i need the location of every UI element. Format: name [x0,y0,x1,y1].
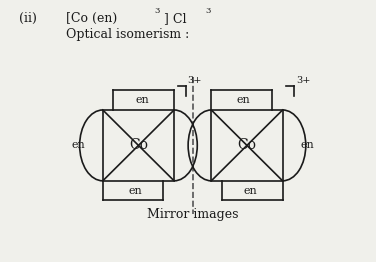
Text: Mirror images: Mirror images [147,208,238,221]
Text: 3: 3 [205,7,210,15]
Text: 3: 3 [154,7,159,15]
Text: Co: Co [238,138,256,152]
Text: [Co (en): [Co (en) [66,12,117,25]
Text: ] Cl: ] Cl [164,12,186,25]
Text: en: en [128,185,142,195]
Text: 3+: 3+ [187,76,202,85]
Text: en: en [237,95,250,105]
Text: en: en [300,140,314,150]
Text: 3+: 3+ [296,76,310,85]
Text: en: en [71,140,85,150]
Text: (ii): (ii) [19,12,37,25]
Text: en: en [135,95,149,105]
Text: Optical isomerism :: Optical isomerism : [66,28,189,41]
Text: Co: Co [129,138,148,152]
Text: en: en [244,185,258,195]
